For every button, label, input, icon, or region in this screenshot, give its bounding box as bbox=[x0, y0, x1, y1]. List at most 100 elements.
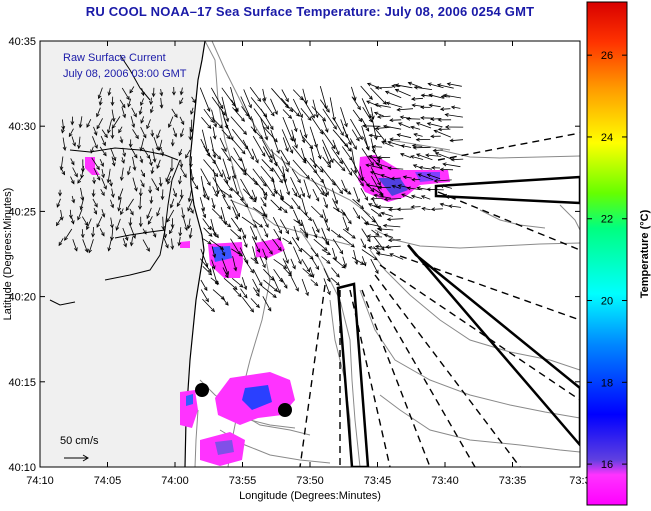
current-vector bbox=[322, 118, 329, 133]
current-vector bbox=[351, 86, 357, 102]
current-vector bbox=[127, 98, 132, 108]
current-vector bbox=[240, 227, 247, 239]
current-vector bbox=[394, 88, 411, 97]
current-vector bbox=[130, 226, 136, 239]
current-vector bbox=[444, 125, 464, 129]
x-tick-label: 73:55 bbox=[229, 475, 257, 487]
current-vector bbox=[98, 97, 103, 106]
colorbar-tick-label: 16 bbox=[601, 459, 613, 471]
current-vector bbox=[332, 139, 340, 156]
current-vector bbox=[77, 209, 83, 221]
current-vector bbox=[439, 107, 451, 112]
current-vector bbox=[96, 216, 103, 228]
current-vector bbox=[293, 246, 302, 265]
current-vector bbox=[56, 198, 61, 208]
current-vector bbox=[252, 135, 266, 157]
current-vector bbox=[111, 109, 116, 123]
current-vector bbox=[203, 108, 215, 124]
current-vector bbox=[251, 189, 257, 201]
current-vector bbox=[361, 249, 378, 261]
current-vector bbox=[262, 98, 275, 117]
current-vector bbox=[129, 208, 134, 216]
current-vector bbox=[261, 286, 277, 298]
x-tick-label: 73:45 bbox=[364, 475, 392, 487]
current-vector bbox=[383, 197, 402, 202]
current-vector bbox=[210, 87, 224, 110]
current-vector bbox=[410, 155, 424, 160]
current-vector bbox=[433, 129, 451, 138]
current-vector bbox=[299, 129, 306, 144]
current-vector bbox=[360, 85, 373, 100]
current-vector bbox=[146, 119, 151, 130]
colorbar-ticks: 16 18 20 22 24 26 bbox=[587, 50, 627, 471]
current-vector bbox=[91, 189, 96, 198]
current-vector bbox=[106, 168, 111, 184]
current-vector bbox=[415, 137, 431, 142]
current-vector bbox=[249, 226, 257, 241]
current-vector bbox=[270, 98, 278, 116]
current-vector bbox=[448, 204, 462, 209]
current-vector bbox=[168, 116, 174, 129]
current-vector bbox=[250, 298, 260, 309]
current-vector bbox=[146, 207, 152, 220]
current-vector bbox=[183, 218, 188, 231]
current-vector bbox=[290, 258, 296, 270]
current-vector bbox=[77, 175, 83, 184]
current-vector bbox=[310, 279, 319, 287]
current-vector bbox=[159, 89, 164, 97]
current-vector bbox=[280, 198, 294, 210]
sst-patch bbox=[85, 157, 100, 175]
current-vector bbox=[301, 96, 315, 119]
current-vector bbox=[367, 203, 381, 210]
current-vector bbox=[330, 229, 342, 238]
current-vector bbox=[426, 173, 441, 180]
current-vector bbox=[62, 137, 67, 151]
current-vector bbox=[122, 227, 129, 242]
current-vector bbox=[158, 139, 163, 151]
current-vector bbox=[372, 187, 384, 196]
current-vector bbox=[240, 96, 252, 121]
current-vector bbox=[121, 87, 130, 101]
current-vector bbox=[282, 116, 294, 142]
current-vector bbox=[413, 133, 423, 137]
current-vector bbox=[365, 163, 382, 169]
current-vector bbox=[211, 246, 217, 259]
current-vector bbox=[291, 168, 301, 184]
colorbar-tick-label: 18 bbox=[601, 377, 613, 389]
current-vector bbox=[342, 228, 356, 239]
current-vector bbox=[201, 116, 212, 129]
current-vector bbox=[241, 277, 248, 291]
current-vector bbox=[92, 136, 98, 149]
current-vector bbox=[138, 106, 143, 116]
current-vector bbox=[233, 147, 242, 162]
current-vector bbox=[376, 205, 393, 209]
current-vector bbox=[110, 147, 117, 162]
current-vector bbox=[140, 88, 145, 97]
current-vector bbox=[340, 236, 355, 248]
current-vector bbox=[430, 134, 441, 139]
current-vector bbox=[445, 194, 463, 199]
current-vector bbox=[160, 189, 165, 201]
current-vector bbox=[181, 207, 186, 220]
current-vector bbox=[281, 89, 289, 103]
current-vector bbox=[211, 259, 216, 270]
current-vector bbox=[373, 111, 384, 117]
current-vector bbox=[92, 198, 98, 208]
current-vector bbox=[432, 148, 443, 153]
current-vector bbox=[100, 189, 105, 197]
current-vector bbox=[310, 247, 319, 258]
current-vector bbox=[412, 145, 431, 150]
current-vector bbox=[58, 189, 62, 197]
current-vector bbox=[240, 288, 248, 299]
current-vector bbox=[449, 138, 464, 143]
current-vector bbox=[323, 217, 330, 232]
current-vector bbox=[320, 187, 328, 198]
current-vector bbox=[142, 239, 150, 252]
current-vector bbox=[427, 82, 444, 89]
current-vector bbox=[370, 258, 379, 275]
legend-line-2: July 08, 2006 03:00 GMT bbox=[63, 68, 187, 80]
current-vector bbox=[203, 159, 219, 178]
current-vector bbox=[309, 266, 315, 279]
current-vector bbox=[263, 228, 269, 238]
current-vector bbox=[253, 269, 263, 287]
